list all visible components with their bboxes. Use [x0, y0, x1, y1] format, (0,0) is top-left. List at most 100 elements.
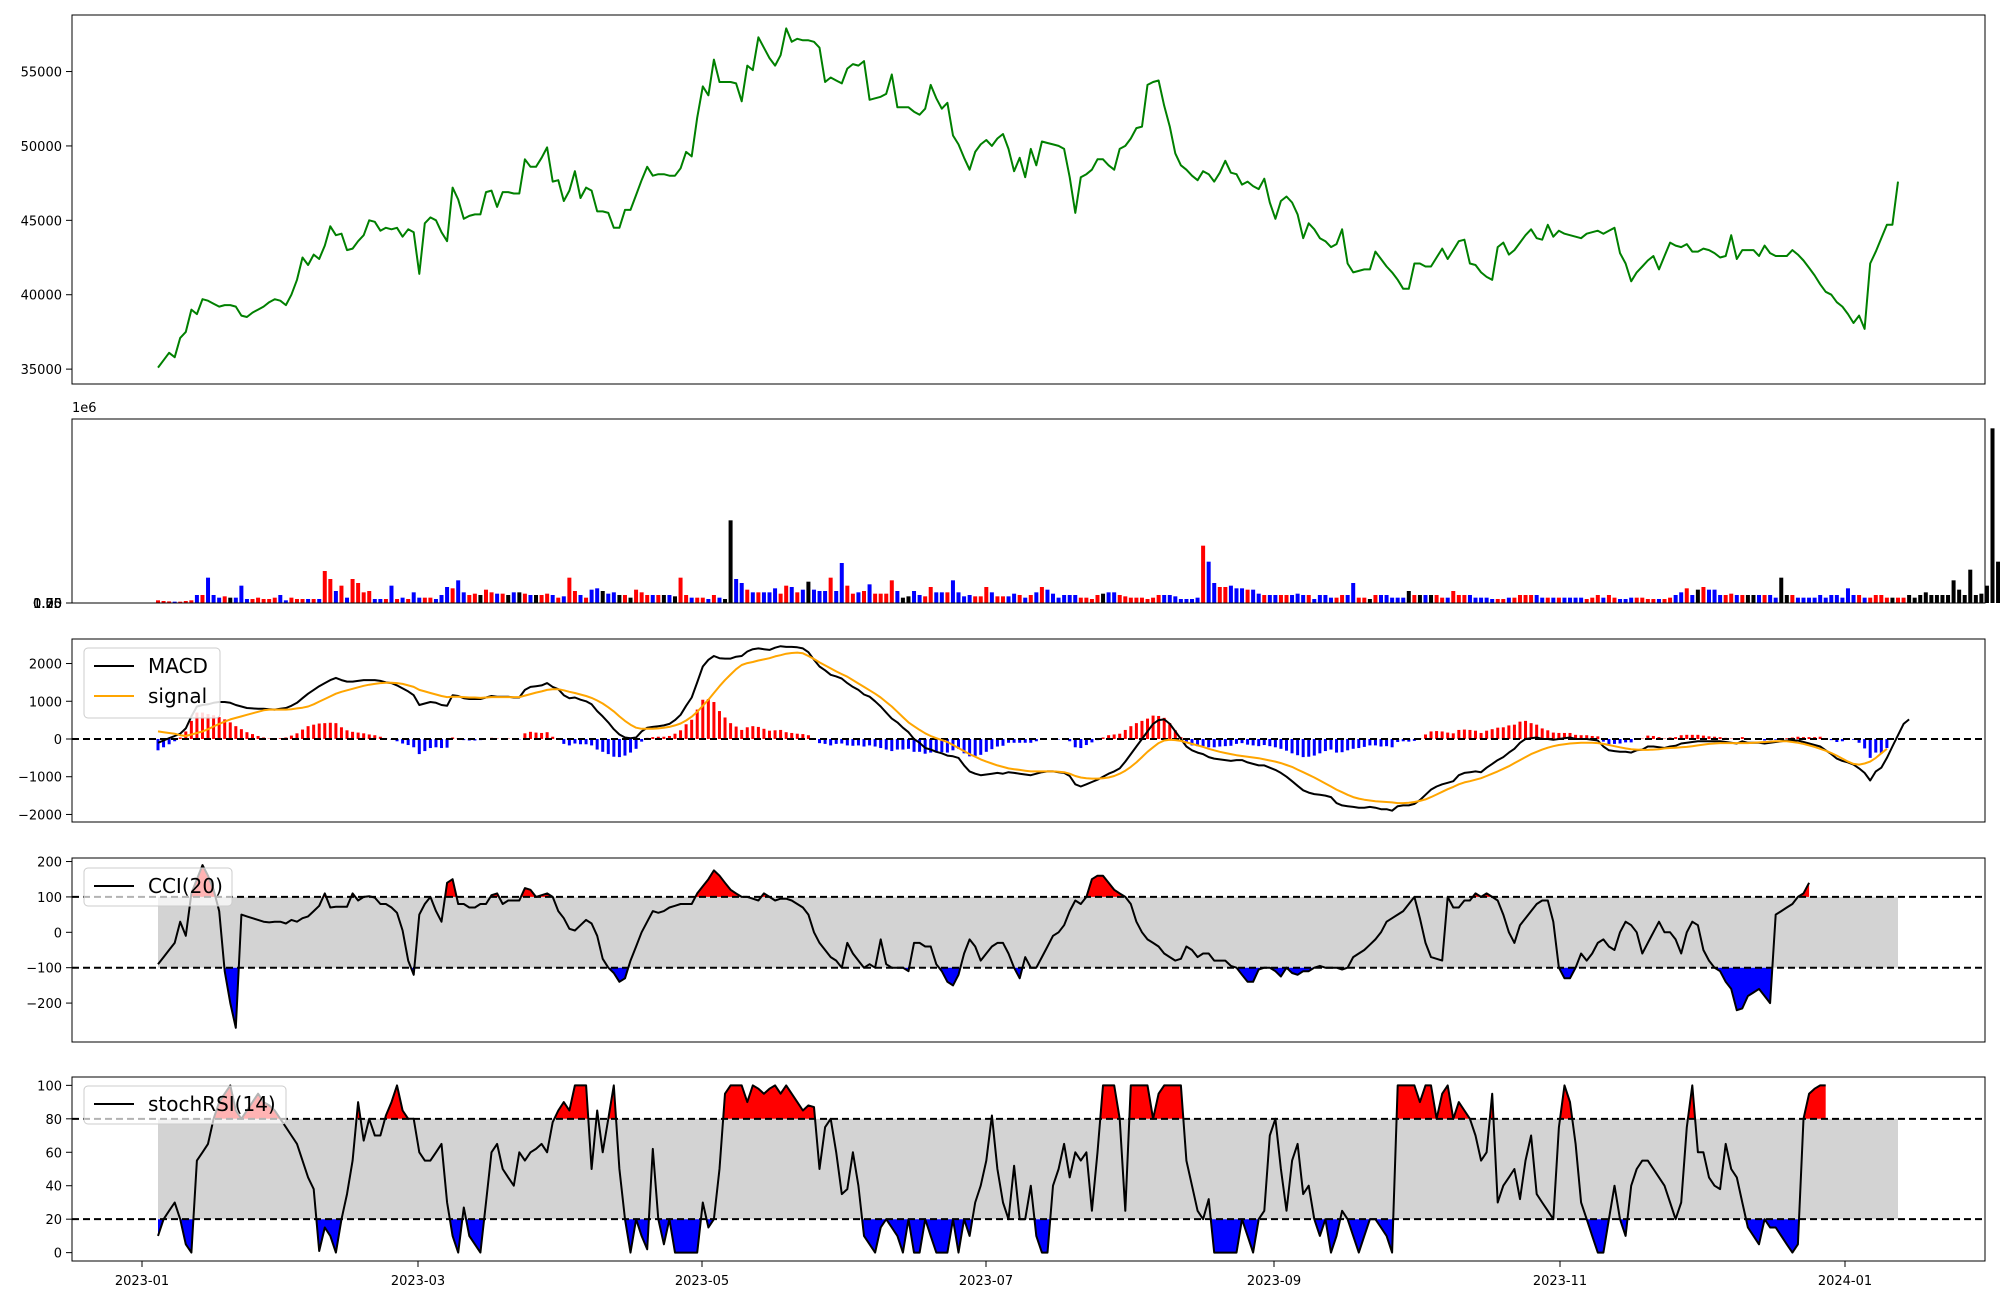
volume-bar	[679, 578, 683, 603]
macd-histogram-bar	[1518, 722, 1521, 739]
volume-bar	[1196, 598, 1200, 603]
macd-histogram-bar	[635, 739, 638, 749]
volume-bar	[1474, 598, 1478, 603]
volume-bar	[645, 595, 649, 603]
volume-bar	[356, 583, 360, 603]
macd-histogram-bar	[412, 739, 415, 747]
volume-bar	[1918, 595, 1922, 603]
volume-bar	[401, 598, 405, 603]
y-tick-label: 200	[37, 856, 62, 871]
macd-histogram-bar	[1430, 731, 1433, 739]
y-tick-label: 45000	[21, 214, 62, 229]
volume-bar	[245, 599, 249, 603]
macd-histogram-bar	[618, 739, 621, 757]
macd-legend: MACD signal	[84, 648, 220, 718]
volume-bar	[740, 583, 744, 603]
volume-bar	[1362, 598, 1366, 603]
volume-bar	[1407, 591, 1411, 603]
y-tick-label: 40	[45, 1180, 62, 1195]
macd-histogram-bar	[757, 727, 760, 739]
macd-histogram-bar	[685, 724, 688, 739]
macd-histogram-bar	[1485, 731, 1488, 739]
y-tick-label: 1.25	[33, 597, 62, 612]
macd-histogram-bar	[1001, 739, 1004, 746]
volume-bar	[1852, 595, 1856, 603]
x-tick-label: 2023-05	[675, 1274, 729, 1289]
macd-histogram-bar	[1346, 739, 1349, 750]
volume-bar	[1657, 599, 1661, 603]
volume-bar	[1118, 595, 1122, 603]
macd-histogram-bar	[707, 699, 710, 739]
macd-histogram-bar	[1391, 739, 1394, 747]
volume-bar	[1129, 598, 1133, 603]
volume-bar	[1524, 595, 1528, 603]
macd-histogram-bar	[779, 730, 782, 739]
volume-bar	[556, 598, 560, 603]
volume-bar	[762, 592, 766, 603]
volume-bar	[1218, 587, 1222, 603]
volume-bar	[445, 587, 449, 603]
macd-histogram-bar	[1285, 739, 1288, 751]
volume-bar	[1724, 595, 1728, 603]
volume-bar	[1134, 598, 1138, 603]
volume-bar	[1246, 590, 1250, 603]
volume-bar	[1323, 595, 1327, 603]
volume-bar	[1790, 595, 1794, 603]
volume-bar	[206, 578, 210, 603]
volume-bar	[1813, 598, 1817, 603]
macd-histogram-bar	[718, 711, 721, 739]
volume-bar	[1640, 598, 1644, 603]
volume-bar	[795, 592, 799, 603]
axes-frame	[72, 419, 1985, 603]
volume-bar	[495, 594, 499, 603]
volume-bar	[957, 592, 961, 603]
x-tick-label: 2023-09	[1247, 1274, 1301, 1289]
volume-bar	[278, 595, 282, 603]
macd-histogram-bar	[1513, 725, 1516, 739]
macd-histogram-bar	[1502, 727, 1505, 739]
y-tick-label: 35000	[21, 363, 62, 378]
volume-bar	[512, 592, 516, 603]
volume-bar	[756, 592, 760, 603]
volume-bar	[1668, 598, 1672, 603]
volume-bar	[540, 595, 544, 603]
macd-histogram-bar	[1268, 739, 1271, 746]
macd-histogram-bar	[340, 727, 343, 739]
volume-bar	[868, 584, 872, 603]
macd-histogram-bar	[301, 730, 304, 739]
macd-histogram-bar	[712, 702, 715, 739]
volume-bar	[239, 586, 243, 603]
volume-bar	[851, 594, 855, 603]
volume-bar	[1991, 428, 1995, 603]
volume-bar	[1279, 595, 1283, 603]
volume-bar	[1412, 595, 1416, 603]
volume-bar	[1162, 595, 1166, 603]
macd-histogram-bar	[629, 739, 632, 753]
volume-bar	[306, 599, 310, 603]
volume-bar	[1385, 595, 1389, 603]
axes-frame	[72, 15, 1985, 384]
macd-histogram-bar	[334, 723, 337, 739]
macd-histogram-bar	[1863, 739, 1866, 748]
x-tick-label: 2023-03	[391, 1274, 445, 1289]
volume-bar	[773, 588, 777, 603]
macd-histogram-bar	[1235, 739, 1238, 744]
volume-bar	[523, 594, 527, 603]
macd-histogram-bar	[1674, 737, 1677, 739]
volume-bar	[334, 591, 338, 603]
volume-bar	[812, 590, 816, 603]
volume-bar	[1396, 598, 1400, 603]
volume-bar	[1490, 599, 1494, 603]
macd-histogram-bar	[418, 739, 421, 754]
volume-bar	[1924, 592, 1928, 603]
macd-histogram-bar	[651, 737, 654, 739]
volume-bar	[712, 595, 716, 603]
volume-bar	[1312, 599, 1316, 603]
volume-bar	[1535, 595, 1539, 603]
volume-bar	[1796, 598, 1800, 603]
volume-bar	[640, 592, 644, 603]
y-tick-label: −1000	[18, 771, 62, 786]
